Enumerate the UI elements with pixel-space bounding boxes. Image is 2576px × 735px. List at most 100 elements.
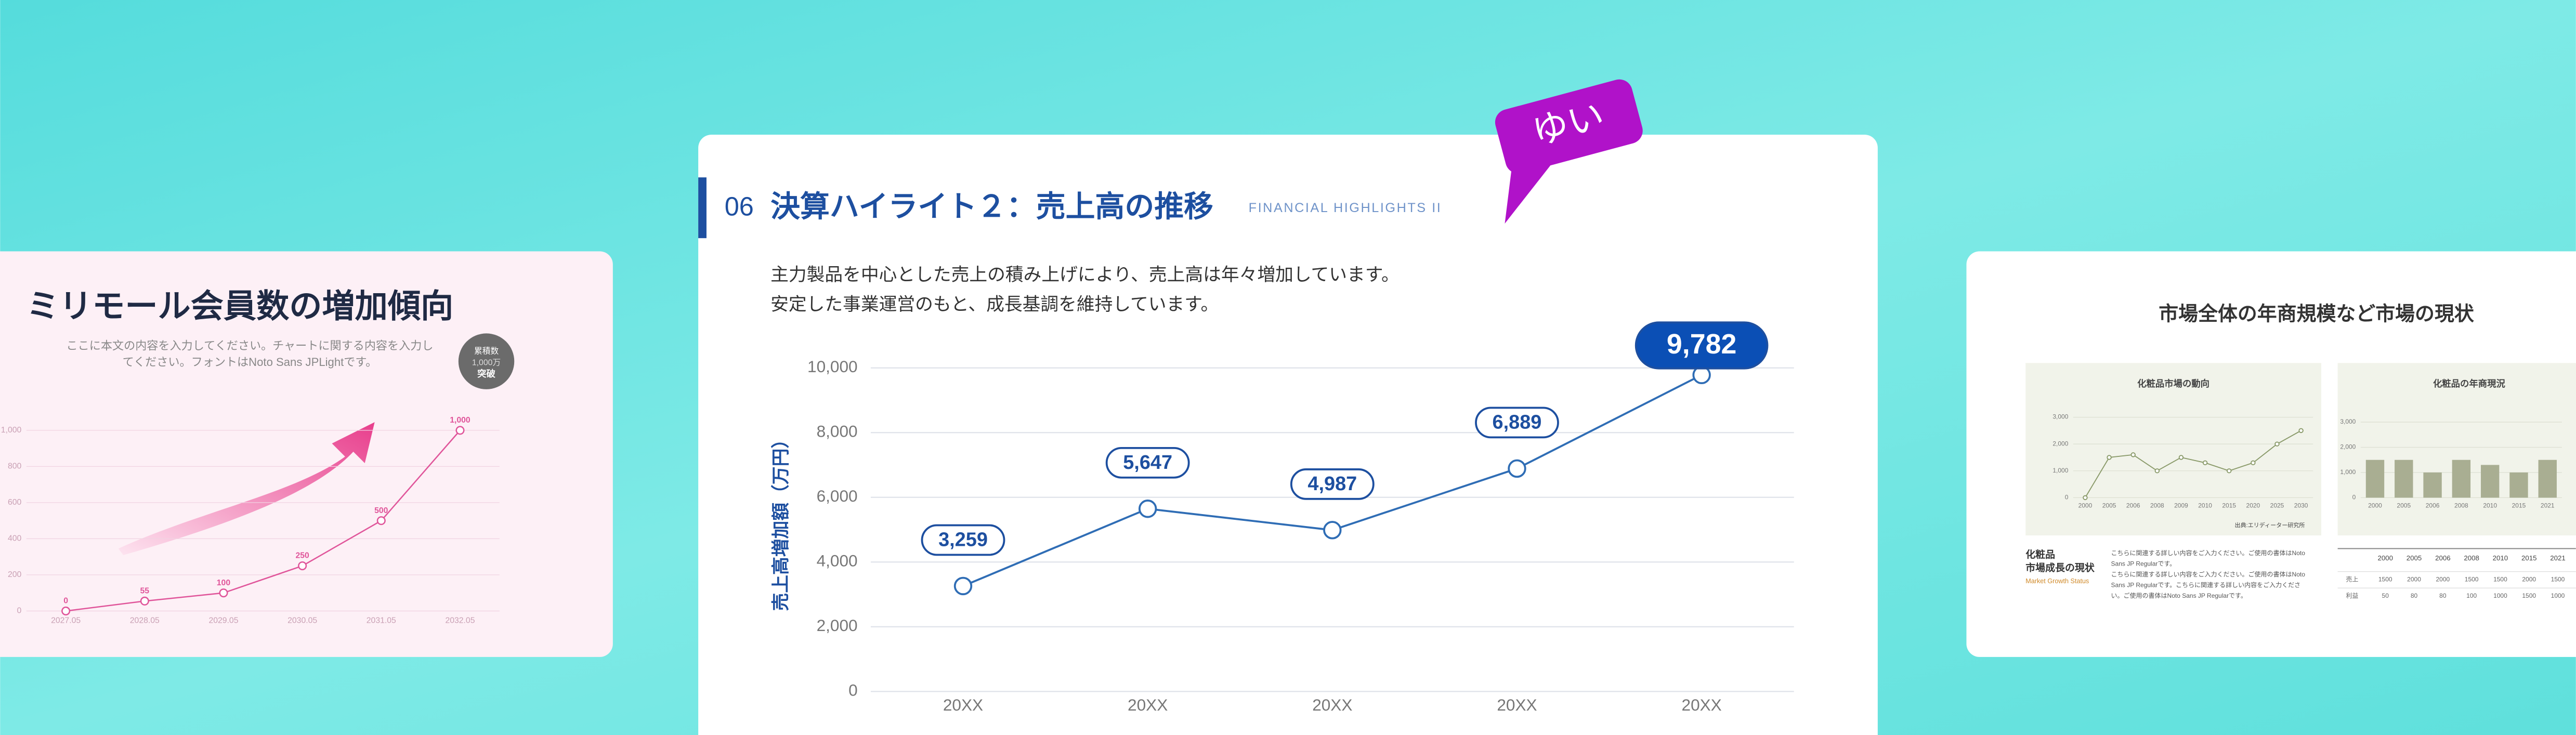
table-cell: 1500 [2378, 576, 2392, 583]
bar [2423, 472, 2442, 498]
bar [2452, 460, 2471, 498]
value-label: 9,782 [1667, 329, 1736, 360]
point [376, 516, 386, 526]
right-panel [2025, 363, 2321, 536]
table-cell: 1000 [2551, 592, 2565, 599]
y-tick-label: 2,000 [817, 616, 858, 635]
y-tick-label: 0 [17, 607, 22, 615]
x-tick-label: 2029.05 [208, 616, 238, 625]
y-tick-label: 800 [8, 462, 22, 471]
table-header: 2006 [2435, 554, 2451, 562]
x-tick-label: 2009 [2174, 502, 2188, 509]
point [298, 561, 307, 571]
value-label: 1,000 [450, 416, 470, 425]
panel-title: 化粧品の年商現況 [2433, 378, 2506, 389]
user-badge: ゆい [1495, 79, 1643, 224]
y-tick-label: 4,000 [817, 552, 858, 570]
x-tick-label: 2025 [2270, 502, 2284, 509]
badge-box [1495, 79, 1643, 174]
table-header: 2015 [2521, 554, 2537, 562]
x-tick-label: 20XX [1497, 695, 1537, 714]
y-tick-label: 1,000 [2340, 468, 2356, 476]
value-label: 4,987 [1307, 473, 1357, 495]
left-body: ここに本文の内容を入力してください。チャートに関する内容を入力し [67, 339, 434, 352]
growth-arrow [118, 422, 375, 556]
point [61, 606, 71, 615]
table-cell: 2000 [2407, 576, 2421, 583]
x-tick-label: 2030.05 [287, 616, 317, 625]
y-tick-label: 8,000 [817, 422, 858, 441]
x-tick-label: 2008 [2454, 502, 2468, 509]
slide-number: 06 [725, 192, 754, 221]
y-tick-label: 3,000 [2340, 418, 2356, 425]
section-title: 化粧品 [2025, 548, 2055, 560]
header-bar [698, 177, 707, 239]
bar [2395, 460, 2413, 498]
table-header: 2000 [2377, 554, 2393, 562]
x-tick-label: 2008 [2150, 502, 2164, 509]
y-tick-label: 600 [8, 498, 22, 507]
left-badge-text: 突破 [477, 369, 495, 379]
value-label: 5,647 [1123, 452, 1172, 474]
value-label-box [921, 524, 1005, 556]
point [2274, 441, 2280, 447]
point [1508, 459, 1526, 478]
value-label-box [1290, 468, 1375, 500]
table-header: 2010 [2493, 554, 2508, 562]
y-tick-label: 1,000 [2052, 467, 2068, 474]
bar [2509, 472, 2528, 498]
x-tick-label: 2010 [2483, 502, 2497, 509]
right-title: 市場全体の年商規模など市場の現状 [2159, 303, 2474, 325]
left-body: てください。フォントはNoto Sans JPLightです。 [123, 356, 377, 369]
x-tick-label: 20XX [1682, 695, 1722, 714]
x-tick-label: 2000 [2078, 502, 2093, 509]
x-tick-label: 20XX [943, 695, 983, 714]
point [953, 576, 973, 596]
value-label: 500 [374, 506, 388, 515]
value-label: 100 [217, 579, 231, 587]
point [2083, 495, 2088, 501]
y-tick-label: 0 [848, 681, 858, 700]
table-cell: 80 [2411, 592, 2418, 599]
value-label: 0 [63, 597, 68, 606]
body-text: 主力製品を中心とした売上の積み上げにより、売上高は年々増加しています。 [770, 265, 1400, 285]
x-tick-label: 2000 [2368, 502, 2382, 509]
y-axis-label: 売上高増加額（万円） [770, 430, 791, 611]
point [1323, 521, 1342, 540]
x-tick-label: 2031.05 [367, 616, 396, 625]
body-text: Sans JP Regularです。 [2111, 560, 2176, 568]
body-text: こちらに関連する詳しい内容をご入力ください。ご使用の書体はNoto [2111, 549, 2306, 557]
y-tick-label: 0 [2065, 494, 2069, 501]
table-cell: 2000 [2522, 576, 2536, 583]
table-cell: 1500 [2522, 592, 2536, 599]
x-tick-label: 2006 [2126, 502, 2140, 509]
x-tick-label: 2027.05 [51, 616, 81, 625]
table-cell: 1500 [2493, 576, 2507, 583]
table-cell: 1500 [2465, 576, 2479, 583]
y-tick-label: 6,000 [817, 487, 858, 505]
y-tick-label: 400 [8, 534, 22, 543]
line [2085, 430, 2302, 498]
slide-title: 決算ハイライト２：売上高の推移 [770, 190, 1213, 223]
left-badge-text: 1,000万 [472, 358, 501, 367]
table-row-label: 売上 [2346, 575, 2358, 583]
main-slide[interactable] [698, 135, 1878, 735]
source: 出典:エリディーター研究所 [2235, 521, 2305, 529]
table-cell: 80 [2439, 592, 2447, 599]
left-slide[interactable] [0, 251, 613, 657]
value-label: 3,259 [938, 529, 988, 551]
x-tick-label: 2006 [2426, 502, 2440, 509]
body-text: 安定した事業運営のもと、成長基調を維持しています。 [770, 294, 1219, 314]
point [2107, 455, 2112, 460]
table-header: 2021 [2550, 554, 2566, 562]
x-tick-label: 2015 [2512, 502, 2526, 509]
point [1138, 500, 1157, 518]
table-header: 2005 [2407, 554, 2422, 562]
left-title: ミリモール会員数の増加傾向 [27, 288, 453, 325]
table-cell: 100 [2466, 592, 2477, 599]
value-label-box [1475, 406, 1559, 439]
table-cell: 1000 [2493, 592, 2507, 599]
section-en: Market Growth Status [2025, 578, 2089, 585]
